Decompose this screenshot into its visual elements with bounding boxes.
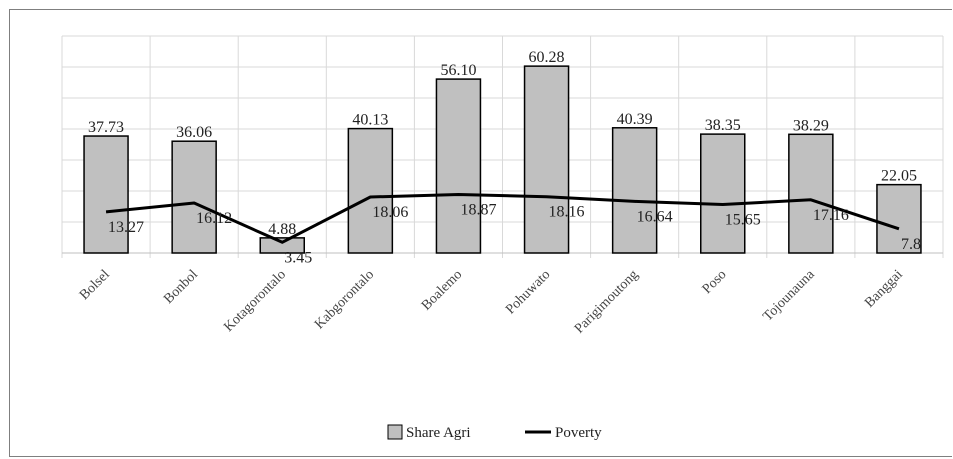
bar-label-tojounauna: 38.29 <box>793 117 829 134</box>
poverty-polyline <box>105 193 900 244</box>
legend-label-poverty: Poverty <box>555 425 602 441</box>
x-tick-boalemo: Boalemo <box>419 267 465 313</box>
bar-boalemo <box>435 78 482 254</box>
line-label-parigimoutong: 16.64 <box>637 208 673 225</box>
x-tick-banggai: Banggai <box>862 267 906 311</box>
bar-tojounauna <box>788 133 834 254</box>
line-label-boalemo: 18.87 <box>460 202 496 219</box>
poverty-line <box>105 193 900 244</box>
bar-pohuwato <box>523 65 570 254</box>
line-label-kabgorontalo: 18.06 <box>372 204 408 221</box>
bar-data-labels: 37.73 36.06 4.88 40.13 56.10 60.28 40.39 38.35 3… <box>88 49 917 238</box>
line-label-poso: 15.65 <box>725 211 761 228</box>
bar-label-kabgorontalo: 40.13 <box>352 112 388 129</box>
x-tick-labels: Bolsel Bonbol Kotagorontalo Kabgorontalo Boa… <box>77 267 906 337</box>
legend-label-share-agri: Share Agri <box>406 425 471 441</box>
x-tick-tojounauna: Tojounauna <box>760 267 818 325</box>
bar-bonbol <box>171 140 217 254</box>
bar-label-boalemo: 56.10 <box>440 62 476 79</box>
x-tick-bonbol: Bonbol <box>161 267 201 307</box>
legend: Share Agri Poverty <box>387 424 602 441</box>
x-tick-parigimoutong: Parigimoutong <box>572 267 641 336</box>
bar-label-kotagorontalo: 4.88 <box>268 221 296 238</box>
line-data-labels: 13.27 16.12 3.45 18.06 18.87 18.16 16.64 15.65 1… <box>108 202 921 267</box>
line-label-bonbol: 16.12 <box>196 210 232 227</box>
x-tick-bolsel: Bolsel <box>77 267 113 303</box>
bar-label-banggai: 22.05 <box>881 168 917 185</box>
bar-label-pohuwato: 60.28 <box>529 49 565 66</box>
bar-label-bolsel: 37.73 <box>88 119 124 136</box>
x-tick-kotagorontalo: Kotagorontalo <box>221 267 289 335</box>
line-label-pohuwato: 18.16 <box>549 204 585 221</box>
x-tick-kabgorontalo: Kabgorontalo <box>312 267 377 332</box>
line-label-banggai: 7.8 <box>901 236 921 253</box>
bar-label-poso: 38.35 <box>705 117 741 134</box>
x-tick-pohuwato: Pohuwato <box>503 267 553 317</box>
x-tick-poso: Poso <box>700 267 730 297</box>
bar-kabgorontalo <box>347 127 394 254</box>
line-label-kotagorontalo: 3.45 <box>284 249 312 266</box>
line-label-tojounauna: 17.16 <box>813 207 849 224</box>
bar-bolsel <box>83 135 129 254</box>
bar-poso <box>700 133 746 254</box>
bar-kotagorontalo <box>259 237 305 254</box>
bars <box>83 65 922 254</box>
bar-banggai <box>876 183 922 254</box>
bar-parigimoutong <box>611 127 658 254</box>
bar-label-bonbol: 36.06 <box>176 124 212 141</box>
bar-label-parigimoutong: 40.39 <box>617 111 653 128</box>
line-label-bolsel: 13.27 <box>108 219 144 236</box>
legend-swatch-share-agri <box>387 424 403 440</box>
